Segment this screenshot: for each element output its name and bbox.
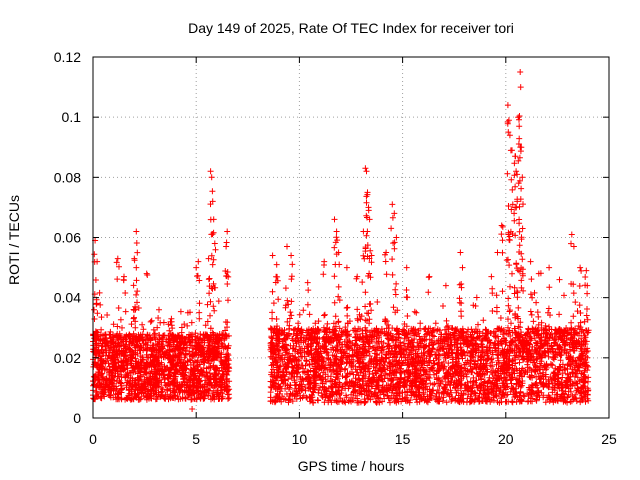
- y-tick-label: 0.04: [54, 290, 81, 306]
- chart-title: Day 149 of 2025, Rate Of TEC Index for r…: [188, 20, 514, 36]
- x-tick-label: 10: [292, 431, 308, 447]
- x-tick-label: 15: [395, 431, 411, 447]
- x-axis-title: GPS time / hours: [298, 458, 405, 474]
- y-tick-label: 0.02: [54, 350, 81, 366]
- x-tick-label: 5: [192, 431, 200, 447]
- y-tick-label: 0.12: [54, 49, 81, 65]
- y-tick-label: 0.1: [62, 109, 82, 125]
- axis-ticks: [92, 56, 610, 419]
- x-tick-label: 25: [601, 431, 617, 447]
- y-tick-label: 0.06: [54, 230, 81, 246]
- axis-tick-labels: 0 5 10 15 20 25 0 0.02 0.04 0.06 0.08 0.1 0.12: [54, 49, 617, 447]
- y-tick-label: 0: [73, 410, 81, 426]
- y-tick-label: 0.08: [54, 169, 81, 185]
- y-axis-title: ROTI / TECUs: [6, 195, 22, 285]
- x-tick-label: 20: [498, 431, 514, 447]
- roti-markers: [90, 69, 592, 412]
- data-points: [90, 69, 592, 412]
- x-tick-label: 0: [89, 431, 97, 447]
